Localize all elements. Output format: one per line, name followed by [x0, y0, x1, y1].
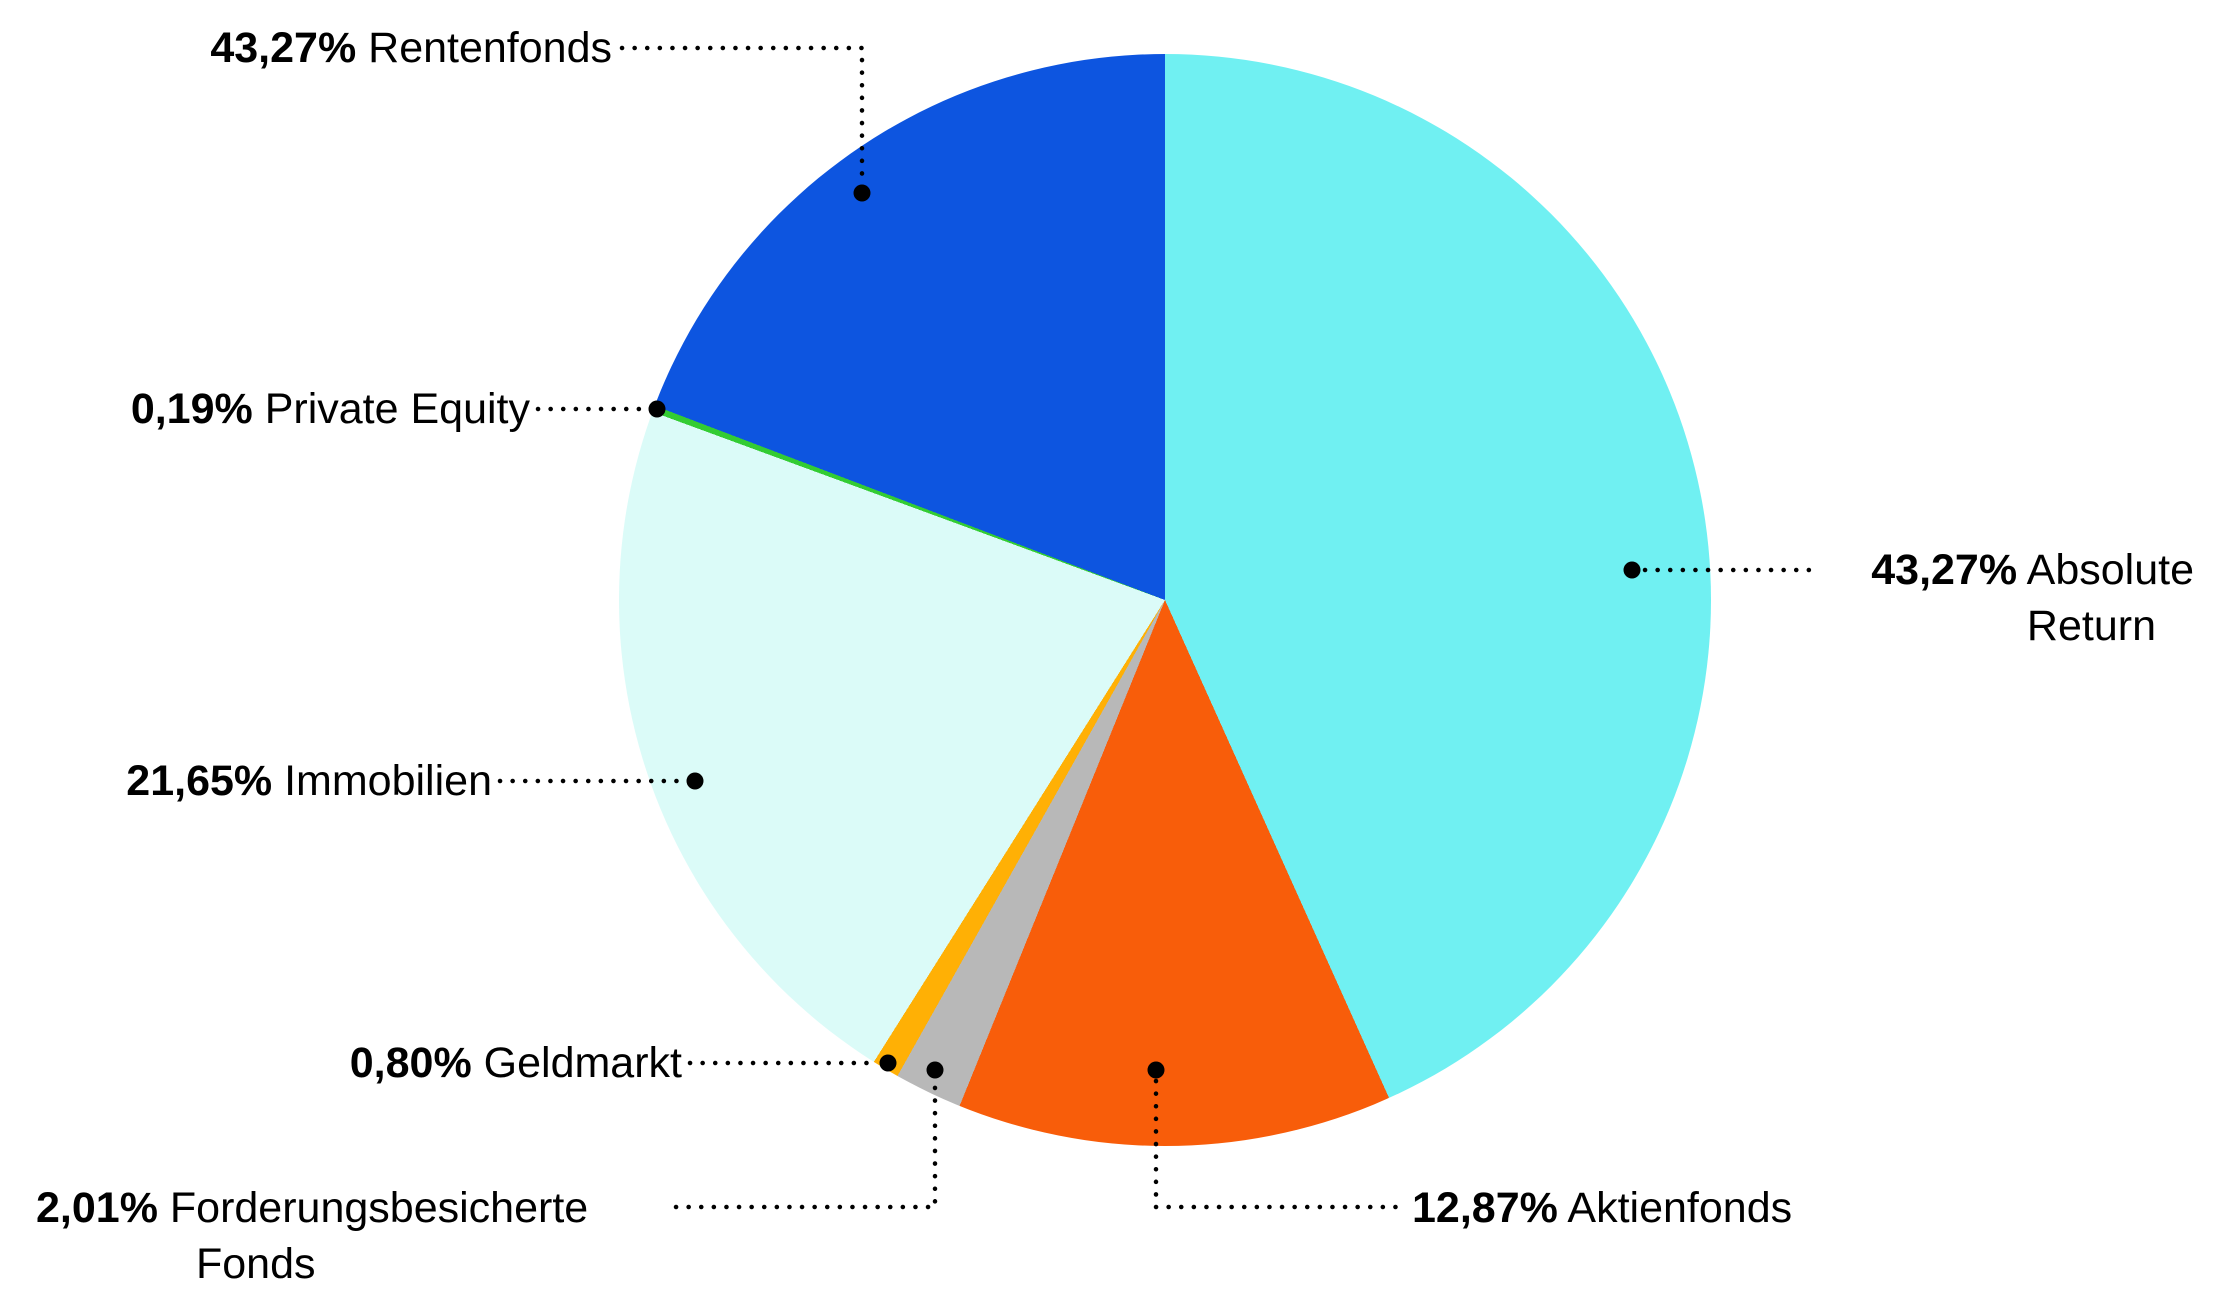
label-immobilien: 21,65% Immobilien: [30, 753, 492, 809]
label-immobilien-line: 21,65% Immobilien: [30, 753, 492, 809]
label-geldmarkt: 0,80% Geldmarkt: [250, 1035, 682, 1091]
forderungsbesicherte-name: Forderungsbesicherte: [169, 1184, 589, 1232]
immobilien-percent: 21,65%: [126, 757, 273, 805]
geldmarkt-percent: 0,80%: [349, 1039, 472, 1087]
label-forderungsbesicherte-line1: 2,01% Forderungsbesicherte: [36, 1180, 588, 1236]
absolute-return-percent: 43,27%: [1871, 546, 2018, 594]
rentenfonds-name: Rentenfonds: [368, 24, 612, 72]
label-geldmarkt-line: 0,80% Geldmarkt: [250, 1035, 682, 1091]
label-aktienfonds: 12,87% Aktienfonds: [1412, 1180, 1792, 1236]
private-equity-name: Private Equity: [264, 385, 530, 433]
label-rentenfonds: 43,27% Rentenfonds: [82, 20, 612, 76]
label-private-equity-line: 0,19% Private Equity: [30, 381, 530, 437]
private-equity-percent: 0,19%: [130, 385, 253, 433]
label-absolute-return-line1: 43,27% Absolute: [1822, 542, 2194, 598]
label-aktienfonds-line: 12,87% Aktienfonds: [1412, 1180, 1792, 1236]
label-rentenfonds-line: 43,27% Rentenfonds: [82, 20, 612, 76]
leader-rentenfonds: [619, 45, 865, 187]
label-absolute-return: 43,27% Absolute Return: [1822, 542, 2194, 654]
leader-forderungsbesicherte-fonds: [673, 1078, 938, 1210]
geldmarkt-name: Geldmarkt: [483, 1039, 682, 1087]
aktienfonds-name: Aktienfonds: [1567, 1184, 1793, 1232]
forderungsbesicherte-name-line2: Fonds: [196, 1240, 316, 1288]
label-forderungsbesicherte-fonds: 2,01% Forderungsbesicherte Fonds: [36, 1180, 588, 1292]
absolute-return-name: Absolute: [2026, 546, 2194, 594]
forderungsbesicherte-percent: 2,01%: [36, 1184, 158, 1232]
pie: [619, 54, 1711, 1146]
label-private-equity: 0,19% Private Equity: [30, 381, 530, 437]
immobilien-name: Immobilien: [284, 757, 492, 805]
rentenfonds-percent: 43,27%: [210, 24, 357, 72]
absolute-return-name-line2: Return: [2026, 602, 2156, 650]
aktienfonds-percent: 12,87%: [1412, 1184, 1558, 1232]
